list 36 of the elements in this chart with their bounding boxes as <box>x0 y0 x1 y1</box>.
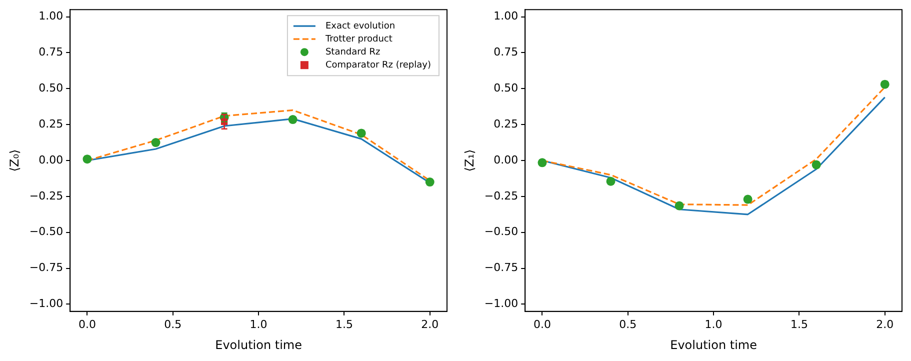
y-tick-label: −1.00 <box>29 297 64 310</box>
x-tick-label: 1.5 <box>790 318 808 331</box>
x-tick-label: 0.5 <box>164 318 182 331</box>
x-tick-label: 1.5 <box>335 318 353 331</box>
y-tick-label: −0.25 <box>29 189 64 202</box>
y-axis-title: ⟨Z₁⟩ <box>462 149 476 172</box>
x-axis-title: Evolution time <box>215 338 302 352</box>
x-tick-label: 1.0 <box>704 318 722 331</box>
y-tick-label: 0.50 <box>38 82 64 94</box>
x-tick-label: 2.0 <box>421 318 439 331</box>
x-tick-label: 1.0 <box>250 318 268 331</box>
x-tick-label: 2.0 <box>876 318 894 331</box>
legend-label: Comparator Rz (replay) <box>325 60 432 70</box>
y-tick-label: −1.00 <box>484 297 518 310</box>
y-tick-label: −0.25 <box>484 189 518 202</box>
y-tick-label: −0.50 <box>29 225 64 238</box>
y-tick-label: 0.00 <box>494 153 518 166</box>
y-tick-label: 0.75 <box>38 46 64 59</box>
x-tick-label: 0.0 <box>78 318 96 331</box>
x-tick-label: 0.5 <box>619 318 637 331</box>
y-tick-label: 0.00 <box>38 153 64 166</box>
y-tick-label: 1.00 <box>38 10 64 23</box>
y-tick-label: −0.75 <box>29 261 64 274</box>
legend-label: Trotter product <box>324 34 393 44</box>
legend-label: Exact evolution <box>325 21 396 32</box>
x-axis-title: Evolution time <box>670 338 757 352</box>
y-axis-title: ⟨Z₀⟩ <box>7 149 22 172</box>
y-tick-label: 0.75 <box>494 46 518 59</box>
x-tick-label: 0.0 <box>533 318 551 331</box>
y-tick-label: 0.25 <box>494 117 518 130</box>
y-tick-label: 0.50 <box>494 82 518 94</box>
y-tick-label: −0.75 <box>484 261 518 274</box>
y-tick-label: 1.00 <box>494 10 518 23</box>
y-tick-label: 0.25 <box>38 117 64 130</box>
y-tick-label: −0.50 <box>484 225 518 238</box>
legend-label: Standard Rz <box>325 47 381 58</box>
